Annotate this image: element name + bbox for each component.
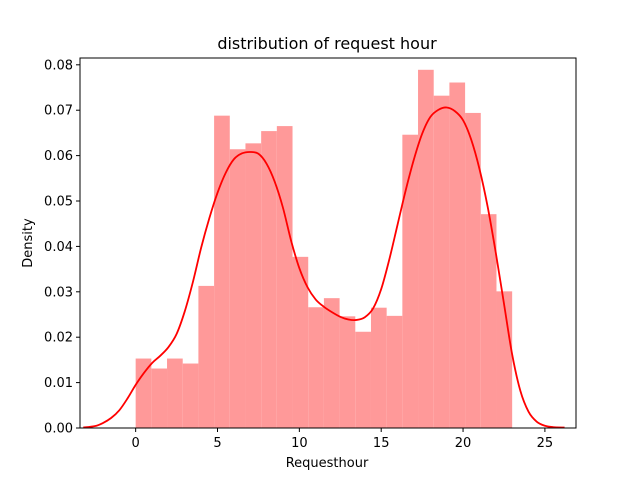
kde-density-line bbox=[83, 106, 565, 429]
histogram-bar bbox=[276, 126, 293, 429]
x-tick-label: 10 bbox=[291, 436, 308, 451]
x-axis-ticks: 0 5 10 15 20 25 bbox=[132, 428, 554, 451]
histogram-bar bbox=[355, 331, 371, 428]
chart-title: distribution of request hour bbox=[217, 34, 437, 53]
histogram-bar bbox=[480, 214, 497, 428]
histogram-bar bbox=[198, 285, 215, 428]
histogram-bar bbox=[465, 112, 481, 428]
histogram-bar bbox=[339, 316, 356, 428]
x-tick-label: 20 bbox=[455, 436, 472, 451]
histogram-bar bbox=[167, 358, 183, 428]
histogram-bar bbox=[370, 307, 387, 428]
histogram-bar bbox=[386, 315, 403, 428]
histogram-bar bbox=[214, 115, 230, 429]
y-tick-label: 0.00 bbox=[44, 422, 73, 437]
histogram-bar bbox=[496, 291, 513, 428]
histogram-bar bbox=[151, 368, 168, 428]
x-axis-label: Requesthour bbox=[286, 456, 369, 471]
y-tick-label: 0.07 bbox=[44, 104, 73, 119]
y-tick-label: 0.01 bbox=[44, 376, 73, 391]
histogram-bar bbox=[182, 363, 199, 428]
x-tick-label: 25 bbox=[537, 436, 554, 451]
plot-frame bbox=[79, 57, 577, 429]
histogram-bar bbox=[261, 131, 277, 428]
y-tick-label: 0.03 bbox=[44, 285, 73, 300]
x-tick-label: 15 bbox=[373, 436, 390, 451]
histogram-bar bbox=[418, 69, 434, 428]
histogram-bar bbox=[323, 298, 340, 428]
y-axis-ticks: 0.00 0.01 0.02 0.03 0.04 0.05 0.06 0.07 0.08 bbox=[44, 58, 80, 437]
histogram-bar bbox=[308, 307, 324, 428]
x-tick-label: 0 bbox=[132, 436, 140, 451]
histogram-bar bbox=[433, 95, 450, 429]
histogram-bar bbox=[449, 82, 466, 429]
y-tick-label: 0.06 bbox=[44, 149, 73, 164]
y-axis-label: Density bbox=[21, 218, 36, 268]
histogram-bar bbox=[135, 358, 152, 428]
x-tick-label: 5 bbox=[213, 436, 221, 451]
histogram-bar bbox=[229, 149, 246, 429]
y-tick-label: 0.05 bbox=[44, 195, 73, 210]
y-tick-label: 0.02 bbox=[44, 331, 73, 346]
histogram-bar bbox=[292, 256, 309, 428]
histogram-bars bbox=[135, 69, 513, 429]
y-tick-label: 0.04 bbox=[44, 240, 73, 255]
y-tick-label: 0.08 bbox=[44, 58, 73, 73]
histogram-bar bbox=[402, 134, 419, 428]
histogram-bar bbox=[245, 143, 262, 429]
